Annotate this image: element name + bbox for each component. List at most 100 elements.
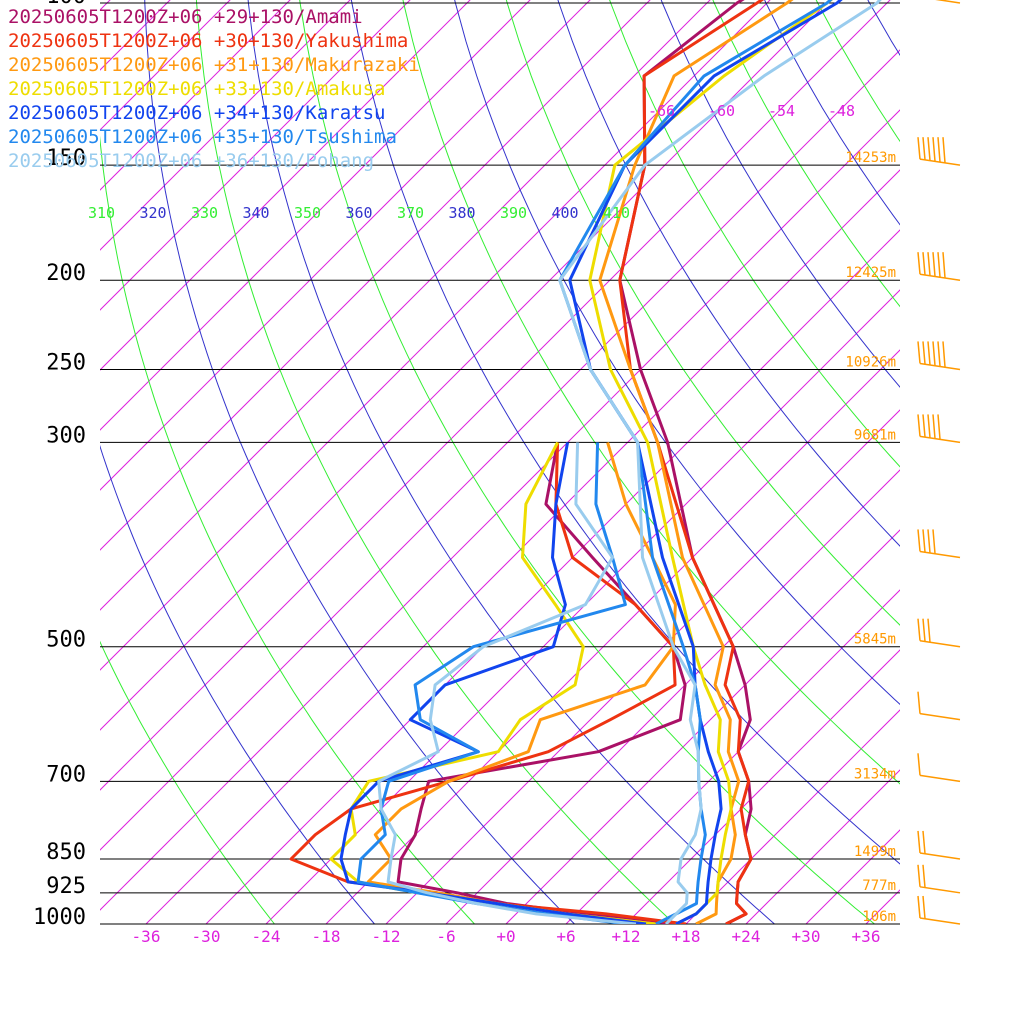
temperature-tick-label: -36 (132, 927, 161, 946)
isotherm-line (100, 109, 900, 911)
wind-barb-flag (922, 252, 926, 275)
wind-barb-flag (932, 252, 936, 277)
isotherm-line (100, 0, 351, 251)
dry-adiabat-line (867, 0, 900, 56)
wind-barb-flag (942, 341, 946, 368)
legend-entry: 20250605T1200Z+06 +36+130/Pohang (8, 150, 374, 172)
wind-barbs (917, 0, 961, 925)
temperature-profile-line (618, 0, 765, 924)
isotherm-labels: -66 -60 -54 -48 (648, 102, 855, 120)
temperature-tick-label: +18 (672, 927, 701, 946)
dry-adiabat-line (100, 640, 275, 924)
theta-label: 350 (294, 204, 321, 222)
theta-label: 320 (140, 204, 167, 222)
sounding-profiles (289, 0, 882, 924)
temperature-profile-line (558, 0, 882, 924)
isotherm-label: -60 (708, 102, 735, 120)
temperature-profile-line (558, 0, 833, 924)
dewpoint-profile-line (377, 442, 637, 924)
dry-adiabat-line (854, 0, 1024, 924)
wind-barb-flag (937, 341, 941, 367)
wind-barb-flag (917, 618, 921, 641)
theta-label: 310 (88, 204, 115, 222)
dry-adiabat-line (764, 0, 900, 226)
pressure-label: 500 (46, 628, 86, 653)
temperature-tick-label: +6 (556, 927, 575, 946)
wind-barb-flag (917, 529, 921, 552)
temperature-tick-label: -18 (312, 927, 341, 946)
temperature-tick-label: +24 (732, 927, 761, 946)
pressure-label: 300 (46, 423, 86, 448)
wind-barb-flag (927, 618, 931, 643)
theta-label: 380 (449, 204, 476, 222)
legend-entry: 20250605T1200Z+06 +33+130/Amakusa (8, 78, 386, 100)
wind-barb-flag (932, 414, 936, 439)
isotherm-line (100, 49, 900, 851)
pressure-label: 1000 (33, 905, 86, 930)
isotherm-label: -48 (828, 102, 855, 120)
wind-barb-flag (927, 341, 931, 365)
legend-entry: 20250605T1200Z+06 +29+130/Amami (8, 6, 363, 28)
temperature-tick-label: -24 (252, 927, 281, 946)
legend-entry: 20250605T1200Z+06 +30+130/Yakushima (8, 30, 408, 52)
wind-barb-shaft (919, 639, 961, 648)
wind-barb-flag (937, 137, 941, 163)
isotherm-line (100, 0, 771, 671)
temperature-tick-label: +36 (852, 927, 881, 946)
legend-entry: 20250605T1200Z+06 +35+130/Tsushima (8, 126, 397, 148)
wind-barb-flag (917, 691, 921, 714)
dry-adiabat-line (100, 444, 375, 924)
isotherm-line (445, 469, 900, 924)
theta-label: 370 (397, 204, 424, 222)
height-label: 14253m (845, 150, 896, 166)
dry-adiabat-line (609, 0, 900, 468)
wind-barb-flag (917, 753, 921, 776)
isotherm-line (100, 0, 891, 791)
temperature-profile-line (588, 0, 834, 924)
theta-label: 360 (346, 204, 373, 222)
isotherm-line (325, 349, 900, 924)
wind-barb-flag (922, 830, 926, 854)
isotherm-line (100, 0, 711, 611)
dry-adiabat-line (712, 0, 900, 308)
wind-barb-flag (922, 895, 926, 919)
wind-barb-flag (922, 864, 926, 888)
theta-label: 390 (500, 204, 527, 222)
theta-label: 340 (243, 204, 270, 222)
height-label: 12425m (845, 265, 896, 281)
pressure-label: 150 (46, 146, 86, 171)
pressure-labels: 100 150 200 250 300 500 700 850 925 1000 (33, 0, 86, 930)
isotherm-label: -54 (768, 102, 795, 120)
temperature-tick-label: -30 (192, 927, 221, 946)
wind-barb-flag (922, 414, 926, 438)
dry-adiabat-line (815, 0, 900, 143)
wind-barb-shaft (919, 550, 961, 559)
temperature-tick-label: -12 (372, 927, 401, 946)
isotherm-line (385, 409, 900, 924)
wind-barb-shaft (919, 917, 961, 925)
wind-barb-shaft (919, 886, 961, 894)
dry-adiabat-line (815, 0, 1024, 924)
pressure-label: 100 (46, 0, 86, 9)
wind-barb-shaft (919, 273, 961, 281)
isotherm-line (865, 889, 900, 924)
isotherm-line (505, 529, 900, 924)
wind-barb-flag (922, 529, 926, 553)
isotherm-line (100, 0, 531, 431)
height-labels: 16687m 14253m 12425m 10926m 9681m 5845m 3134m 1… (845, 0, 896, 925)
wind-barb-flag (922, 341, 926, 365)
wind-barb-flag (917, 252, 921, 275)
isotherm-line (100, 0, 831, 731)
temperature-tick-label: +12 (612, 927, 641, 946)
wind-barb-shaft (935, 0, 961, 4)
wind-barb-flag (942, 252, 946, 278)
height-label: 106m (862, 909, 896, 925)
height-label: 3134m (854, 766, 896, 782)
wind-barb-flag (917, 830, 921, 854)
dewpoint-profile-line (366, 441, 677, 924)
isotherm-label: -66 (648, 102, 675, 120)
pressure-label: 250 (46, 350, 86, 375)
isotherm-line (100, 0, 471, 371)
wind-barb-flag (922, 137, 926, 160)
